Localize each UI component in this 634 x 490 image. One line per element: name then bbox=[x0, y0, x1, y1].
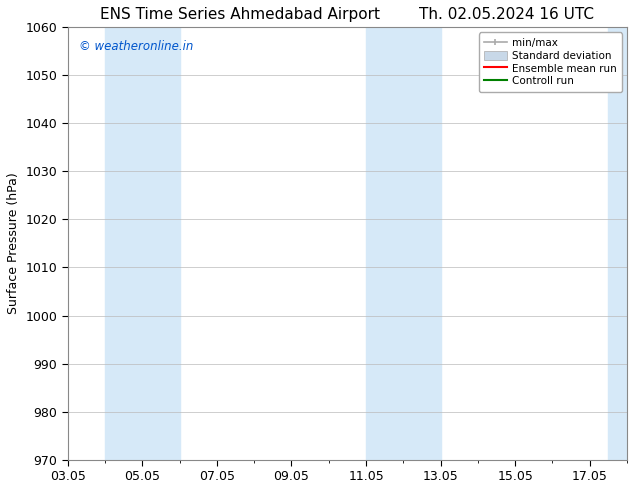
Legend: min/max, Standard deviation, Ensemble mean run, Controll run: min/max, Standard deviation, Ensemble me… bbox=[479, 32, 622, 92]
Title: ENS Time Series Ahmedabad Airport        Th. 02.05.2024 16 UTC: ENS Time Series Ahmedabad Airport Th. 02… bbox=[100, 7, 595, 22]
Y-axis label: Surface Pressure (hPa): Surface Pressure (hPa) bbox=[7, 172, 20, 314]
Bar bbox=[366, 27, 441, 460]
Bar bbox=[105, 27, 179, 460]
Text: © weatheronline.in: © weatheronline.in bbox=[79, 40, 193, 53]
Bar bbox=[609, 27, 631, 460]
